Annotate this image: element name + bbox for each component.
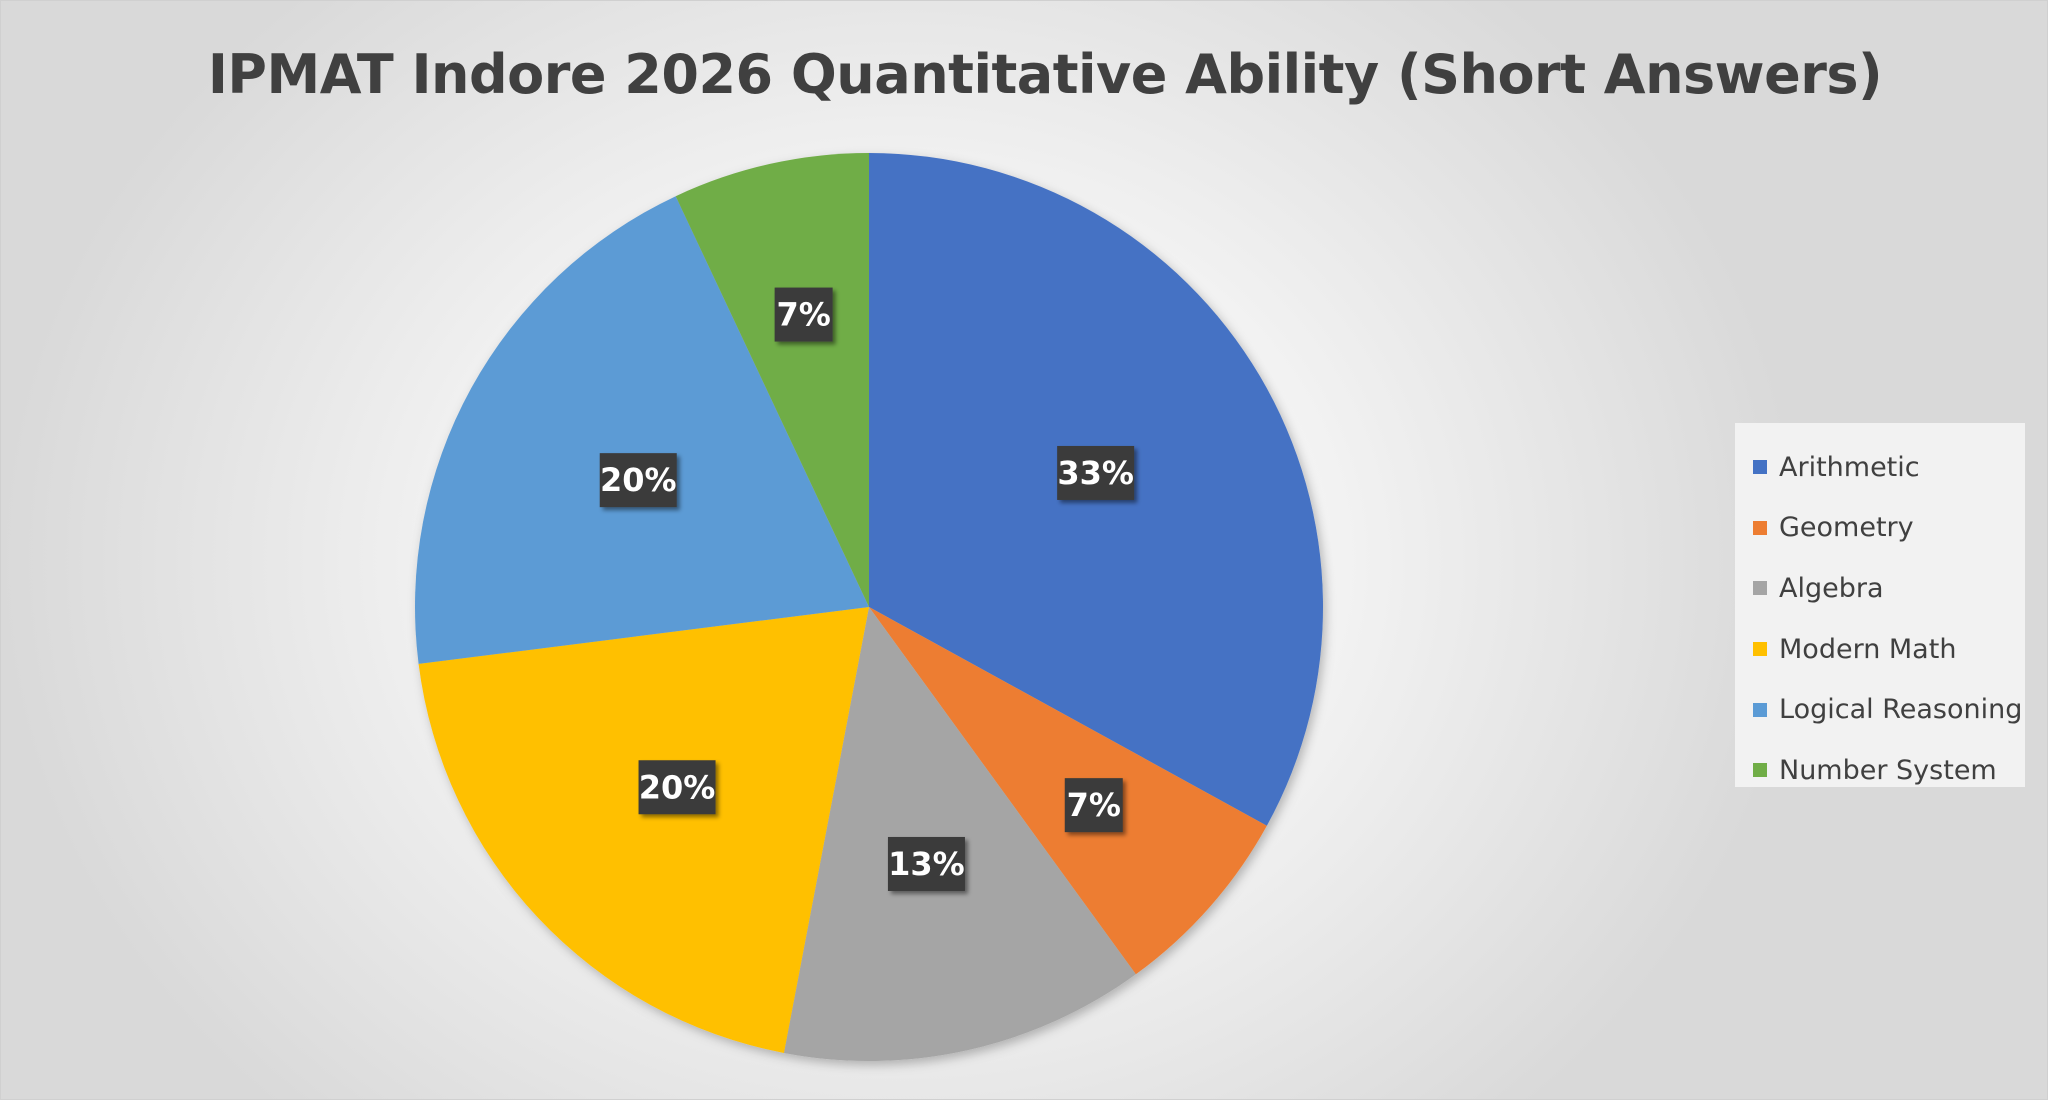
data-label-logical-reasoning: 20% bbox=[599, 453, 677, 508]
pie-slice-modern-math bbox=[418, 607, 869, 1053]
legend-item-logical-reasoning: Logical Reasoning bbox=[1735, 679, 2025, 740]
legend-label: Modern Math bbox=[1779, 633, 1957, 665]
legend-swatch bbox=[1753, 763, 1767, 778]
legend-swatch bbox=[1753, 520, 1767, 535]
data-label-arithmetic: 33% bbox=[1057, 445, 1135, 500]
data-label-box bbox=[887, 836, 965, 891]
legend-swatch bbox=[1753, 581, 1767, 596]
pie-slice-logical-reasoning bbox=[415, 196, 869, 664]
data-label-geometry: 7% bbox=[1064, 778, 1123, 833]
legend-label: Logical Reasoning bbox=[1779, 694, 2023, 726]
data-label-text: 20% bbox=[639, 768, 716, 806]
data-label-text: 33% bbox=[1057, 454, 1134, 492]
chart-title: IPMAT Indore 2026 Quantitative Ability (… bbox=[207, 43, 1883, 106]
legend-item-arithmetic: Arithmetic bbox=[1735, 437, 2025, 498]
data-label-number-system: 7% bbox=[774, 287, 833, 342]
data-label-box bbox=[774, 287, 833, 342]
data-label-modern-math: 20% bbox=[638, 760, 716, 815]
legend: Arithmetic Geometry Algebra Modern Math Logi… bbox=[1735, 423, 2025, 787]
data-label-text: 7% bbox=[1067, 786, 1121, 824]
legend-label: Number System bbox=[1779, 754, 1997, 786]
data-label-box bbox=[1057, 445, 1135, 500]
legend-label: Arithmetic bbox=[1779, 451, 1920, 483]
legend-swatch bbox=[1753, 702, 1767, 717]
legend-label: Geometry bbox=[1779, 512, 1914, 544]
data-label-algebra: 13% bbox=[887, 836, 965, 891]
pie-slice-number-system bbox=[675, 153, 869, 607]
pie-slice-algebra bbox=[783, 607, 1136, 1061]
legend-item-algebra: Algebra bbox=[1735, 558, 2025, 619]
legend-swatch bbox=[1753, 460, 1767, 475]
legend-item-modern-math: Modern Math bbox=[1735, 619, 2025, 680]
data-label-text: 20% bbox=[600, 461, 677, 499]
data-label-text: 13% bbox=[888, 845, 965, 883]
legend-item-number-system: Number System bbox=[1735, 740, 2025, 801]
legend-label: Algebra bbox=[1779, 572, 1884, 604]
data-label-box bbox=[638, 760, 716, 815]
data-label-box bbox=[599, 453, 677, 508]
data-label-text: 7% bbox=[776, 296, 830, 334]
data-label-box bbox=[1064, 778, 1123, 833]
legend-swatch bbox=[1753, 642, 1767, 657]
legend-item-geometry: Geometry bbox=[1735, 498, 2025, 559]
